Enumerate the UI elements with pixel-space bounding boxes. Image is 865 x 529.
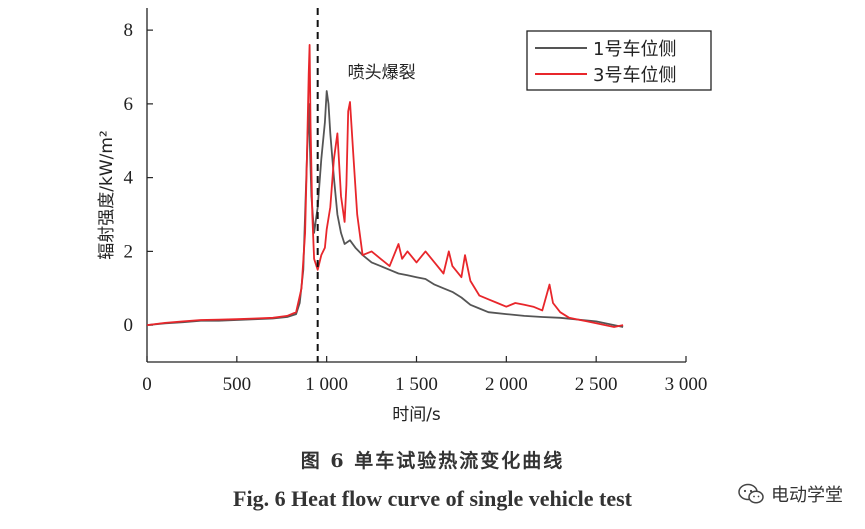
figure-caption-cn: 图 6 单车试验热流变化曲线 — [300, 450, 565, 472]
watermark: 电动学堂 — [737, 481, 843, 507]
legend-label-1: 1号车位侧 — [593, 39, 676, 60]
x-tick-label: 1 000 — [305, 374, 348, 395]
x-tick-label: 1 500 — [395, 374, 438, 395]
x-tick-label: 2 500 — [575, 374, 618, 395]
chart-axes: 0 500 1 000 1 500 2 000 2 500 3 000 0 2 4 6 8 — [124, 8, 708, 395]
series-line-2 — [146, 44, 624, 328]
plot-area — [146, 8, 624, 362]
x-tick-label: 2 000 — [485, 374, 528, 395]
legend-box — [526, 30, 712, 91]
legend-label-2: 3号车位侧 — [593, 65, 676, 86]
y-tick-label: 0 — [124, 315, 134, 336]
x-tick-label: 3 000 — [665, 374, 708, 395]
wechat-icon — [738, 483, 764, 504]
watermark-text: 电动学堂 — [771, 485, 843, 506]
figure-caption-en: Fig. 6 Heat flow curve of single vehicle… — [233, 486, 632, 511]
y-tick-label: 6 — [124, 94, 134, 115]
x-tick-label: 0 — [142, 374, 152, 395]
y-tick-label: 4 — [124, 168, 134, 189]
legend: 1号车位侧 3号车位侧 — [526, 30, 712, 91]
y-axis-label: 辐射强度/kW/m² — [97, 130, 117, 259]
series-line-1 — [146, 90, 624, 328]
x-axis-label: 时间/s — [392, 405, 441, 425]
x-tick-label: 500 — [223, 374, 252, 395]
annotation-nozzle-burst: 喷头爆裂 — [348, 63, 416, 83]
y-tick-label: 2 — [124, 241, 134, 262]
y-tick-label: 8 — [124, 20, 134, 41]
